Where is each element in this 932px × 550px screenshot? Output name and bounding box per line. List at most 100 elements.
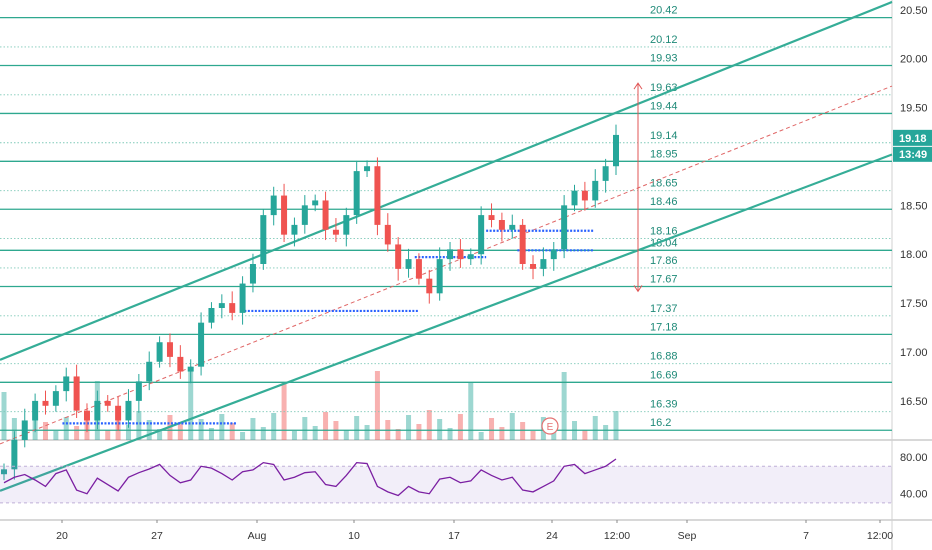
- candle-body: [374, 166, 381, 225]
- volume-bar: [468, 383, 474, 440]
- candle-body: [571, 190, 578, 206]
- last-price-label: 19.18: [899, 133, 927, 145]
- candle-body: [11, 440, 18, 470]
- volume-bar: [1, 392, 7, 440]
- rsi-line: [3, 458, 617, 497]
- level-label: 19.63: [650, 82, 678, 94]
- volume-bar: [125, 425, 131, 440]
- volume-bar: [188, 370, 194, 440]
- candle-body: [208, 308, 215, 323]
- candle-body: [187, 366, 194, 372]
- price-axis-tick: 17.50: [900, 298, 928, 310]
- volume-bar: [157, 429, 163, 440]
- candle-body: [530, 264, 537, 269]
- candle-body: [229, 303, 236, 313]
- candle-body: [94, 400, 101, 421]
- volume-bar: [291, 431, 297, 440]
- price-axis[interactable]: 20.5020.0019.5019.0018.5018.0017.5017.00…: [893, 5, 932, 501]
- candle-body: [249, 264, 256, 284]
- candle-body: [52, 391, 59, 406]
- projection-arrows: [633, 82, 643, 293]
- date-axis-tick: 12:00: [604, 530, 630, 542]
- date-axis-tick: 24: [546, 530, 558, 542]
- volume-bar: [499, 427, 505, 440]
- level-label: 18.46: [650, 196, 678, 208]
- date-axis-tick: Sep: [678, 530, 697, 542]
- volume-bar: [105, 430, 111, 440]
- volume-bar: [447, 428, 453, 440]
- price-axis-tick: 17.00: [900, 347, 928, 359]
- volume-bar: [271, 413, 277, 440]
- candle-body: [135, 381, 142, 401]
- level-label: 18.16: [650, 226, 678, 238]
- volume-bar: [302, 417, 308, 440]
- level-label: 20.12: [650, 34, 678, 46]
- price-axis-tick: 20.50: [900, 5, 928, 17]
- candle-body: [613, 134, 619, 167]
- candle-body: [540, 259, 547, 269]
- price-axis-tick: 18.50: [900, 200, 928, 212]
- volume-bar: [416, 424, 422, 440]
- countdown-tag: [893, 146, 932, 162]
- candle-body: [177, 356, 184, 372]
- candle-body: [281, 195, 288, 235]
- support-zones: [62, 229, 594, 425]
- date-axis[interactable]: 20 27 Aug 10 17 24 12:00 Sep 7 12:00: [56, 520, 893, 542]
- candle-body: [550, 249, 557, 260]
- candle-body: [260, 215, 267, 264]
- candle-body: [312, 200, 319, 206]
- rsi-axis-tick: 80.00: [900, 452, 928, 464]
- level-label: 18.95: [650, 148, 678, 160]
- candle-body: [42, 400, 49, 406]
- candle-body: [447, 249, 454, 260]
- date-axis-tick: 12:00: [867, 530, 893, 542]
- level-label: 17.86: [650, 255, 678, 267]
- countdown-label: 13:49: [899, 149, 927, 161]
- candle-body: [395, 244, 402, 269]
- volume-bar: [354, 416, 360, 440]
- candle-body: [509, 224, 516, 230]
- volume-bar: [374, 371, 380, 440]
- volume-bar: [53, 431, 59, 440]
- candlestick-series: [1, 124, 619, 481]
- volume-bar: [240, 432, 246, 440]
- volume-bar: [561, 372, 567, 440]
- candle-body: [602, 166, 609, 181]
- level-label: 19.93: [650, 53, 678, 65]
- level-label: 18.65: [650, 178, 678, 190]
- earnings-marker[interactable]: E: [541, 417, 559, 435]
- candle-body: [63, 376, 70, 392]
- date-axis-tick: 10: [348, 530, 360, 542]
- projection-arrow-head: [633, 285, 643, 293]
- candle-body: [364, 166, 371, 172]
- candle-body: [156, 342, 163, 362]
- candle-body: [270, 195, 277, 216]
- volume-bar: [437, 419, 443, 440]
- volume-bar: [603, 425, 609, 440]
- date-axis-tick: Aug: [248, 530, 267, 542]
- earnings-marker-circle: [541, 417, 559, 435]
- volume-bar: [177, 424, 183, 440]
- date-axis-tick: 7: [803, 530, 809, 542]
- candle-body: [104, 400, 111, 406]
- candle-body: [301, 205, 308, 225]
- volume-bar: [229, 423, 235, 440]
- rsi-band: [0, 466, 892, 503]
- level-label: 20.42: [650, 5, 678, 17]
- volume-bar: [42, 422, 48, 440]
- candle-body: [115, 405, 122, 421]
- date-axis-tick: 17: [448, 530, 460, 542]
- candle-body: [332, 229, 339, 235]
- channel-lower-line: [0, 153, 893, 492]
- candle-body: [498, 220, 505, 230]
- candle-body: [592, 180, 599, 201]
- rsi-pane: [0, 458, 892, 504]
- channel-upper-line: [0, 0, 893, 361]
- volume-bar: [509, 413, 515, 440]
- candle-body: [32, 400, 39, 421]
- candle-body: [561, 205, 568, 250]
- volume-bar: [74, 426, 80, 440]
- level-label: 17.67: [650, 273, 678, 285]
